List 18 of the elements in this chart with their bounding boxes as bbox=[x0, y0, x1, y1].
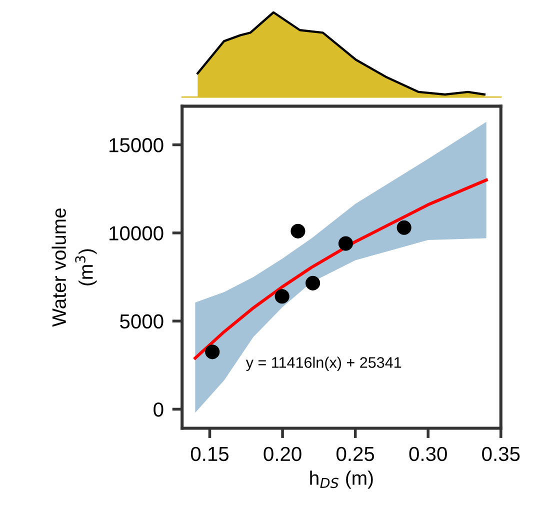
point bbox=[306, 276, 320, 290]
point bbox=[205, 344, 220, 360]
point bbox=[396, 220, 412, 235]
point bbox=[290, 224, 306, 238]
x-tick-label: 0.25 bbox=[336, 446, 374, 462]
y-tick-label: 15000 bbox=[110, 138, 164, 152]
annotation: y = 11416ln(x) + 25341 bbox=[246, 356, 402, 371]
y-tick-label: 0 bbox=[154, 402, 164, 417]
x-tick-label: 0.35 bbox=[482, 446, 520, 462]
x-axis-title: h$_{DS}$ (m) bbox=[310, 470, 373, 489]
point bbox=[274, 289, 290, 304]
x-tick-label: 0.15 bbox=[190, 446, 229, 462]
point bbox=[338, 236, 353, 251]
y-tick-label: 5000 bbox=[120, 314, 164, 329]
x-tick-label: 0.20 bbox=[264, 446, 302, 462]
y-tick-label: 10000 bbox=[110, 226, 164, 240]
y-axis-title: Water volume (m$^{3}$) bbox=[52, 208, 97, 327]
x-tick-label: 0.30 bbox=[409, 446, 447, 462]
